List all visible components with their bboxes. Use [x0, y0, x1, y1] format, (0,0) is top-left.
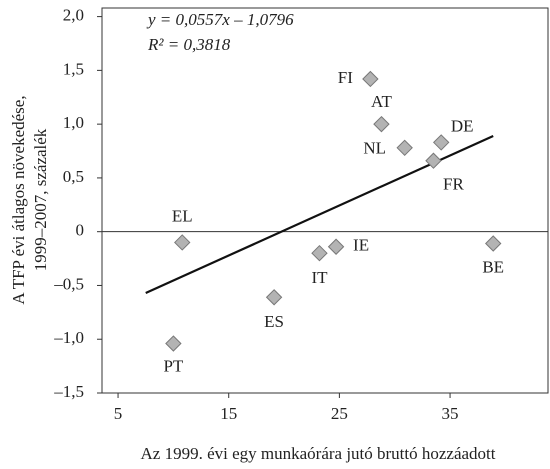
point-label: NL [363, 139, 386, 158]
x-tick-label: 15 [220, 404, 237, 423]
y-axis-label: A TFP évi átlagos növekedése, [9, 95, 28, 304]
y-tick-label: –0,5 [53, 274, 84, 293]
y-tick-label: 1,5 [63, 59, 84, 78]
y-tick-label: –1,0 [53, 328, 84, 347]
point-label: EL [172, 206, 193, 225]
x-tick-label: 5 [114, 404, 123, 423]
point [485, 235, 502, 252]
point-label: ES [264, 312, 284, 331]
x-axis-label: Az 1999. évi egy munkaórára jutó bruttó … [141, 444, 496, 463]
point-label: DE [451, 116, 474, 135]
x-tick-label: 35 [442, 404, 459, 423]
r-squared: R² = 0,3818 [147, 35, 231, 54]
equation: y = 0,0557x – 1,0796 [146, 10, 294, 29]
point [396, 139, 413, 157]
plot-frame [101, 7, 549, 394]
x-tick-label: 25 [331, 404, 348, 423]
point [327, 238, 345, 255]
point-label: AT [371, 92, 392, 111]
point [432, 134, 450, 151]
point [265, 289, 283, 306]
point [362, 70, 379, 88]
y-tick-label: 0,5 [63, 167, 84, 186]
point-label: IT [311, 268, 328, 287]
y-tick-label: 2,0 [63, 6, 84, 25]
y-tick-label: 1,0 [63, 113, 84, 132]
point [425, 152, 442, 169]
point [165, 335, 182, 352]
point [174, 234, 191, 251]
point [373, 115, 390, 133]
point [311, 244, 328, 262]
y-tick-label: –1,5 [53, 382, 84, 401]
point-label: PT [163, 356, 183, 375]
point-label: FR [443, 175, 464, 194]
point-label: BE [482, 257, 504, 276]
y-tick-label: 0 [76, 221, 85, 240]
point-label: IE [353, 236, 369, 255]
y-axis-label: 1999–2007, százalék [31, 128, 50, 271]
point-label: FI [338, 68, 353, 87]
